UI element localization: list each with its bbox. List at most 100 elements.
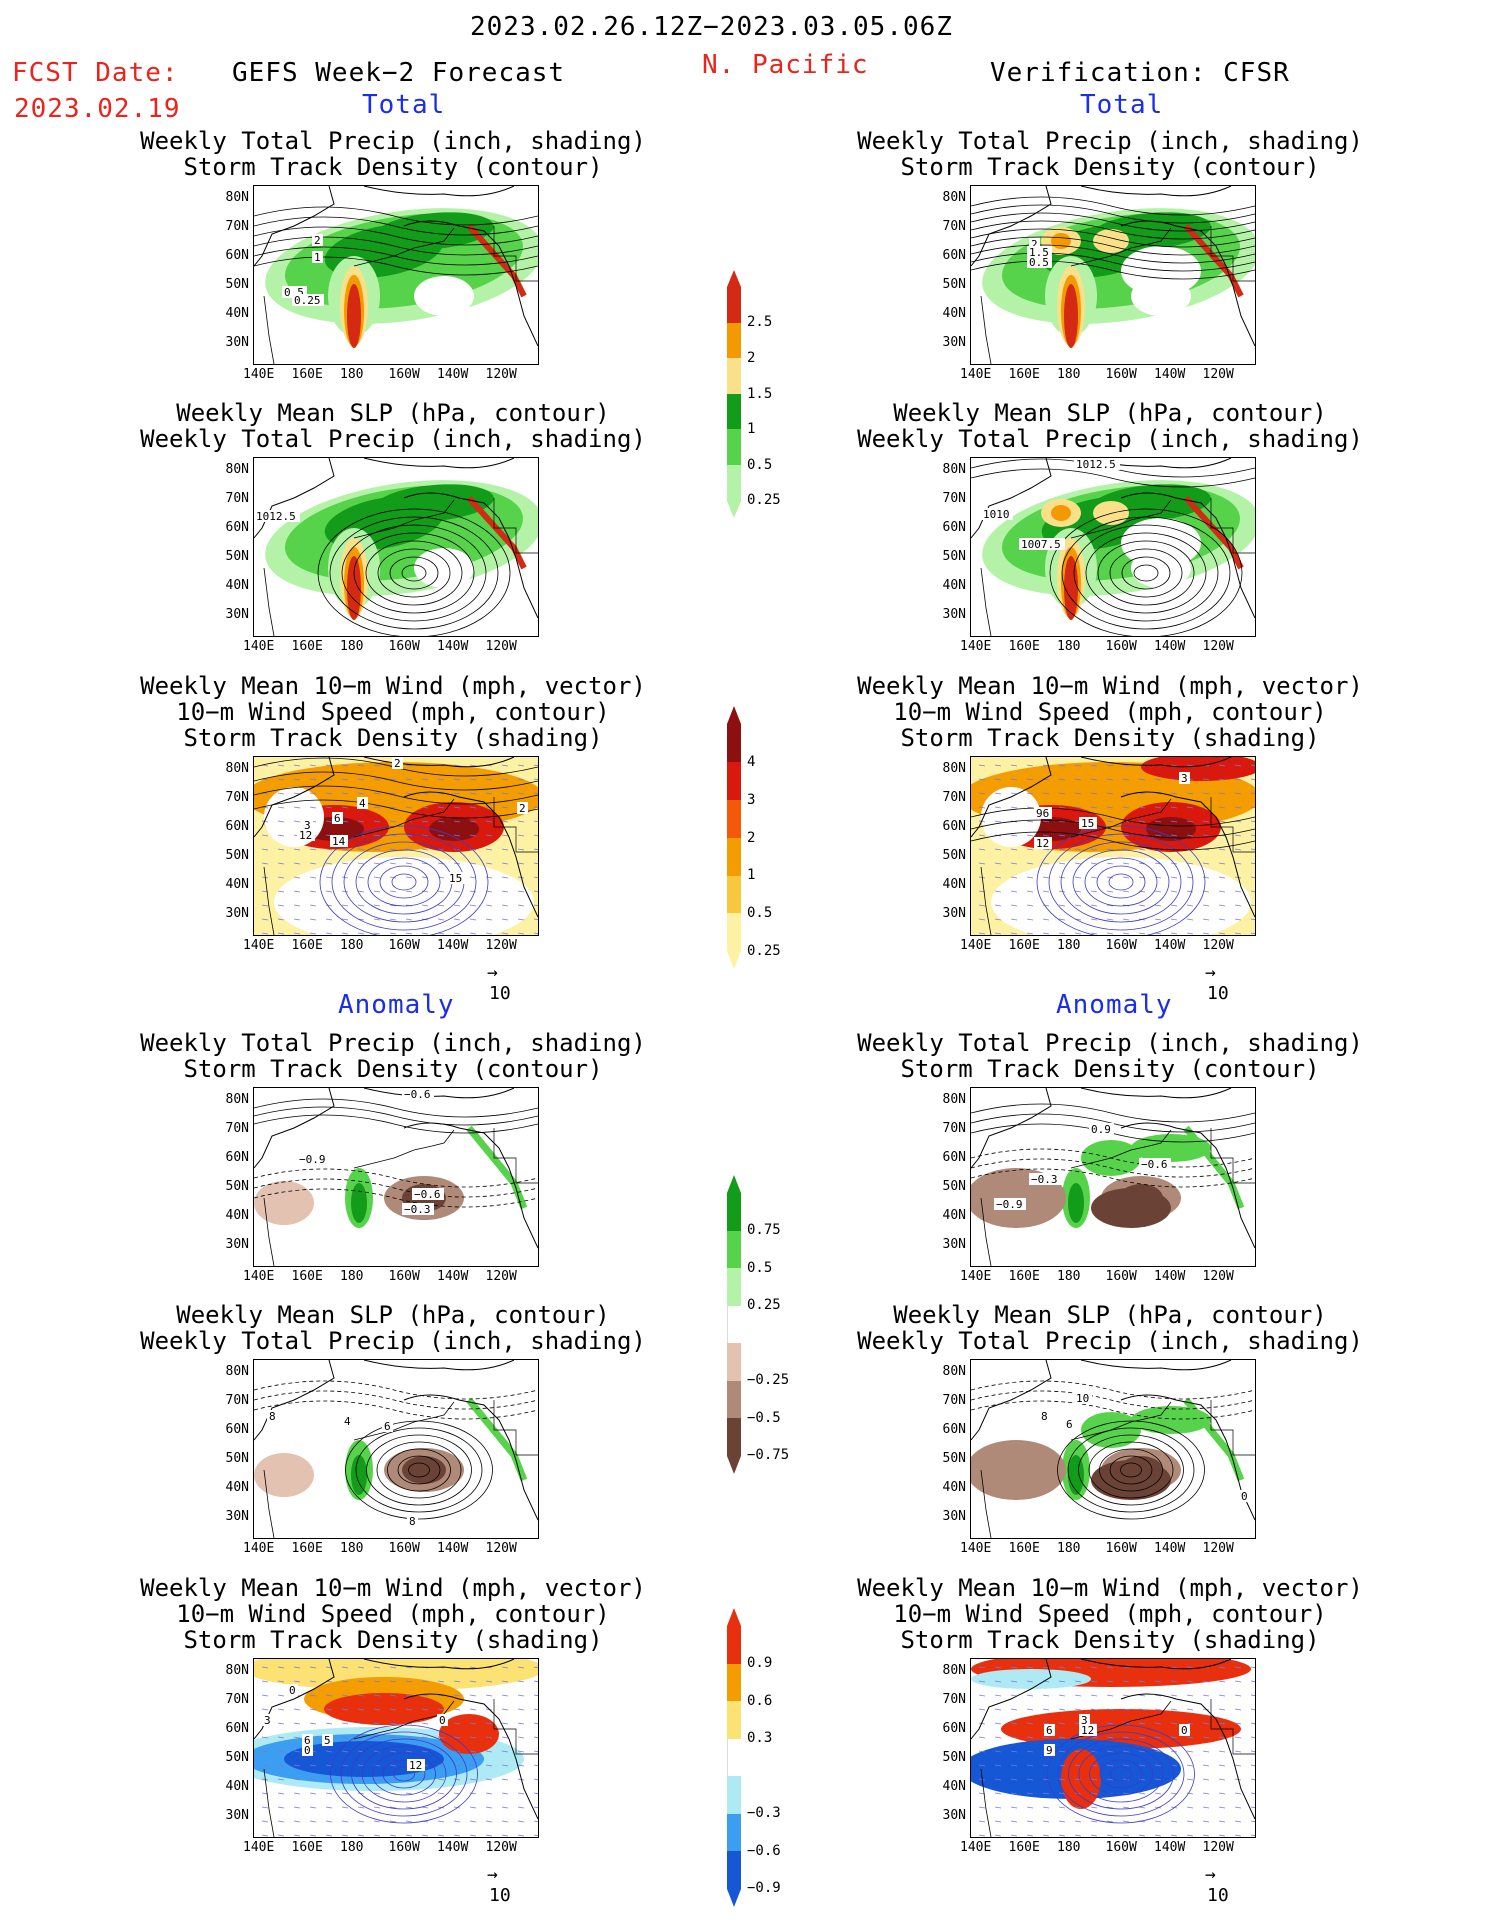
svg-text:4: 4 xyxy=(344,1415,351,1428)
lat-tick-label: 40N xyxy=(942,578,966,593)
colorbar-bottom-triangle xyxy=(727,1888,741,1907)
lon-tick-label: 160E xyxy=(1008,367,1040,382)
svg-text:6: 6 xyxy=(334,812,341,825)
colorbar-swatch xyxy=(727,875,741,914)
lon-tick-label: 160W xyxy=(388,1269,420,1284)
colorbar-swatch xyxy=(727,1305,742,1343)
colorbar-label: 2.5 xyxy=(747,314,773,331)
svg-text:0: 0 xyxy=(1181,1724,1188,1737)
lat-tick-label: 60N xyxy=(942,248,966,263)
lat-tick-label: 30N xyxy=(225,335,249,350)
lon-tick-label: 160W xyxy=(388,639,420,654)
lat-tick-label: 60N xyxy=(225,1721,249,1736)
lon-tick-label: 140W xyxy=(1154,639,1186,654)
map-svg: 1012.5 xyxy=(254,458,538,636)
lat-tick-label: 50N xyxy=(942,848,966,863)
lat-tick-label: 60N xyxy=(225,1150,249,1165)
svg-text:96: 96 xyxy=(1036,807,1049,820)
fcst-date-value: 2023.02.19 xyxy=(14,94,181,124)
map-svg: −0.6 −0.9 −0.6 −0.3 xyxy=(254,1088,538,1266)
lon-tick-label: 180 xyxy=(1057,1541,1081,1556)
vector-ref-p6R: → 10 xyxy=(1205,1864,1229,1906)
lon-tick-label: 140W xyxy=(1154,938,1186,953)
map-svg: 3 96 15 12 xyxy=(971,757,1255,935)
svg-text:1.5: 1.5 xyxy=(1029,246,1049,259)
lon-tick-label: 160E xyxy=(291,1269,323,1284)
map-svg: 2 4 6 312 14 15 2 xyxy=(254,757,538,935)
lat-tick-label: 80N xyxy=(225,1663,249,1678)
lat-tick-label: 80N xyxy=(225,462,249,477)
lat-tick-label: 30N xyxy=(225,1237,249,1252)
lon-tick-label: 180 xyxy=(1057,938,1081,953)
map-svg: 10 8 6 0 xyxy=(971,1360,1255,1538)
map-panel-slp-precip-verif: 1012.5 1010 1007.5 xyxy=(970,457,1256,637)
svg-text:1007.5: 1007.5 xyxy=(1021,538,1061,551)
svg-text:2: 2 xyxy=(519,802,526,815)
colorbar-swatch xyxy=(727,1418,741,1456)
map-svg: 3 6 12 0 9 xyxy=(971,1659,1255,1837)
lat-tick-label: 70N xyxy=(225,1393,249,1408)
map-panel-slp-precip-anom-verif: 10 8 6 0 xyxy=(970,1359,1256,1539)
lat-tick-label: 80N xyxy=(942,761,966,776)
svg-text:12: 12 xyxy=(409,1759,422,1772)
colorbar-label: 3 xyxy=(747,791,756,808)
colorbar-label: 0.5 xyxy=(747,1259,773,1276)
title-p3R: Weekly Mean 10−m Wind (mph, vector) 10−m … xyxy=(857,672,1363,752)
lon-tick-label: 160E xyxy=(291,639,323,654)
lat-tick-label: 60N xyxy=(225,248,249,263)
colorbar-label: −0.5 xyxy=(747,1409,781,1426)
lat-tick-label: 60N xyxy=(225,1422,249,1437)
svg-text:9: 9 xyxy=(1046,1744,1053,1757)
colorbar-label: 0.75 xyxy=(747,1222,781,1239)
lat-tick-label: 40N xyxy=(942,877,966,892)
lon-tick-label: 160E xyxy=(291,367,323,382)
svg-text:1010: 1010 xyxy=(983,508,1010,521)
title-p2R: Weekly Mean SLP (hPa, contour) Weekly Tot… xyxy=(857,399,1363,453)
date-range-title: 2023.02.26.12Z−2023.03.05.06Z xyxy=(470,12,953,42)
lat-tick-label: 50N xyxy=(225,1750,249,1765)
lat-tick-label: 70N xyxy=(225,1121,249,1136)
lon-tick-label: 160W xyxy=(388,938,420,953)
svg-text:3: 3 xyxy=(1081,1714,1088,1727)
colorbar-label: 1.5 xyxy=(747,385,773,402)
lon-tick-label: 140W xyxy=(1154,1541,1186,1556)
lat-tick-label: 30N xyxy=(225,906,249,921)
lat-tick-label: 40N xyxy=(225,578,249,593)
lon-tick-label: 120W xyxy=(1202,367,1234,382)
lat-tick-label: 60N xyxy=(225,520,249,535)
colorbar-swatch xyxy=(727,358,741,394)
colorbar-label: −0.9 xyxy=(747,1880,781,1897)
lat-tick-label: 80N xyxy=(225,1364,249,1379)
lat-tick-label: 60N xyxy=(942,1150,966,1165)
lon-tick-label: 140E xyxy=(960,1840,992,1855)
lon-tick-label: 160W xyxy=(388,367,420,382)
colorbar-top-triangle xyxy=(727,270,741,287)
colorbar-top-triangle xyxy=(727,1175,741,1193)
colorbar-precip-anom xyxy=(727,1175,742,1474)
title-p1R: Weekly Total Precip (inch, shading) Storm… xyxy=(857,127,1363,181)
lon-tick-label: 120W xyxy=(1202,1541,1234,1556)
lat-tick-label: 80N xyxy=(942,1092,966,1107)
lon-tick-label: 160W xyxy=(388,1541,420,1556)
lon-tick-label: 160W xyxy=(1105,938,1137,953)
colorbar-label: 0.25 xyxy=(747,1297,781,1314)
lon-tick-label: 160W xyxy=(1105,1541,1137,1556)
lon-tick-label: 140E xyxy=(243,1269,275,1284)
svg-text:8: 8 xyxy=(1041,1410,1048,1423)
svg-text:0.25: 0.25 xyxy=(294,294,321,307)
colorbar-swatch xyxy=(727,1701,741,1739)
svg-text:6: 6 xyxy=(1066,1418,1073,1431)
svg-text:6: 6 xyxy=(304,1734,311,1747)
lat-tick-label: 30N xyxy=(225,1509,249,1524)
lat-tick-label: 80N xyxy=(225,190,249,205)
colorbar-swatch xyxy=(727,1738,742,1776)
colorbar-label: 0.25 xyxy=(747,492,781,509)
lon-tick-label: 140W xyxy=(1154,1840,1186,1855)
lon-tick-label: 140E xyxy=(243,367,275,382)
colorbar-label: 0.9 xyxy=(747,1655,773,1672)
svg-text:12: 12 xyxy=(299,829,312,842)
lon-tick-label: 140W xyxy=(437,639,469,654)
lon-tick-label: 120W xyxy=(1202,1269,1234,1284)
lon-tick-label: 160E xyxy=(1008,1840,1040,1855)
svg-text:12: 12 xyxy=(1036,837,1049,850)
